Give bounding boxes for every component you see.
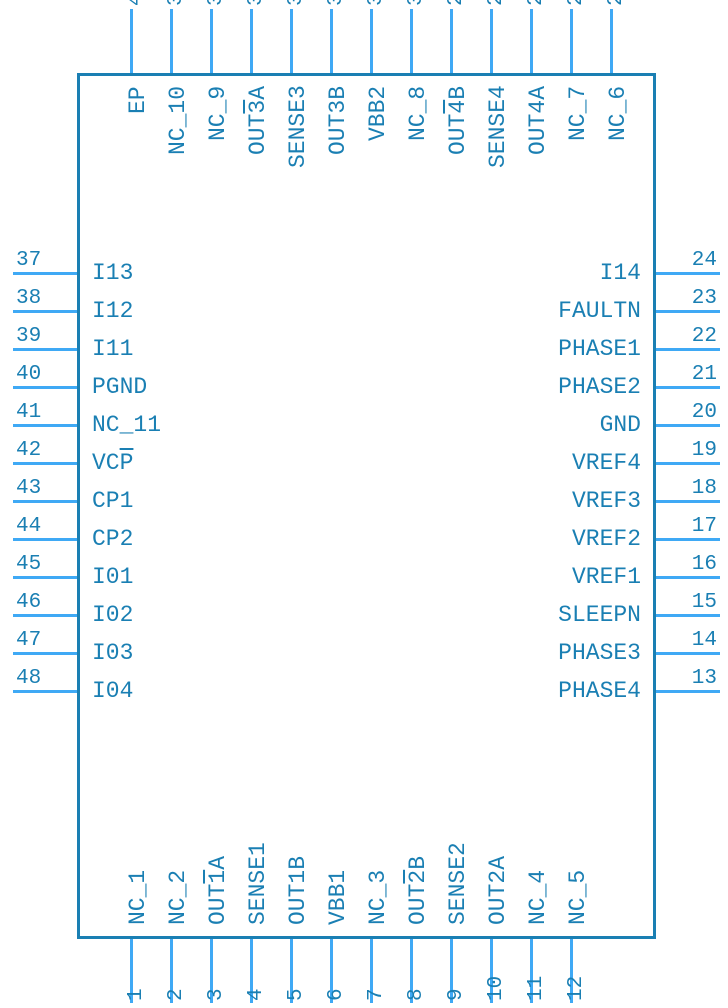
pin-name: I01 bbox=[92, 564, 133, 590]
pin-number: 46 bbox=[16, 591, 41, 614]
pin-name: NC_1 bbox=[125, 870, 151, 925]
pin-number: 45 bbox=[16, 553, 41, 576]
pin-name: NC_5 bbox=[565, 870, 591, 925]
pin-name: VREF2 bbox=[572, 526, 641, 552]
pin-number: 27 bbox=[525, 0, 548, 6]
pin-name: GND bbox=[600, 412, 641, 438]
pin-name: VREF4 bbox=[572, 450, 641, 476]
pin-number: 15 bbox=[692, 591, 717, 614]
pin-number: 39 bbox=[16, 325, 41, 348]
pin-number: 42 bbox=[16, 439, 41, 462]
pin-name: NC_10 bbox=[165, 85, 191, 154]
pin-number: 49 bbox=[125, 0, 148, 6]
pin-number: 19 bbox=[692, 439, 717, 462]
pin-name: I03 bbox=[92, 640, 133, 666]
pin-name: OUT1B bbox=[285, 856, 311, 925]
pin-name: SENSE4 bbox=[485, 85, 511, 168]
pin-name: OUT4B bbox=[445, 85, 471, 154]
pin-number: 40 bbox=[16, 363, 41, 386]
pin-name: PHASE2 bbox=[558, 374, 641, 400]
pin-number: 37 bbox=[16, 249, 41, 272]
pin-number: 33 bbox=[285, 0, 308, 6]
pin-number: 6 bbox=[325, 988, 348, 1001]
pin-number: 43 bbox=[16, 477, 41, 500]
pin-number: 18 bbox=[692, 477, 717, 500]
pin-number: 26 bbox=[565, 0, 588, 6]
pin-name: VBB1 bbox=[325, 870, 351, 925]
pin-name: VBB2 bbox=[365, 86, 391, 141]
pin-number: 1 bbox=[125, 988, 148, 1001]
pin-number: 12 bbox=[565, 976, 588, 1001]
pin-number: 14 bbox=[692, 629, 717, 652]
pin-number: 13 bbox=[692, 667, 717, 690]
pin-number: 23 bbox=[692, 287, 717, 310]
pin-number: 3 bbox=[205, 988, 228, 1001]
pin-name: I04 bbox=[92, 678, 133, 704]
pin-name: OUT2B bbox=[405, 856, 431, 925]
pin-number: 25 bbox=[605, 0, 628, 6]
pin-number: 2 bbox=[165, 988, 188, 1001]
pin-number: 7 bbox=[365, 988, 388, 1001]
pin-name: OUT3A bbox=[245, 85, 271, 154]
pin-name: NC_11 bbox=[92, 412, 161, 438]
pin-name: PGND bbox=[92, 374, 147, 400]
pin-name: I11 bbox=[92, 336, 133, 362]
pin-number: 28 bbox=[485, 0, 508, 6]
pin-number: 30 bbox=[405, 0, 428, 6]
pin-name: VREF1 bbox=[572, 564, 641, 590]
pin-name: NC_9 bbox=[205, 86, 231, 141]
pin-name: I12 bbox=[92, 298, 133, 324]
pin-name: SENSE3 bbox=[285, 85, 311, 168]
pin-name: NC_3 bbox=[365, 870, 391, 925]
pin-number: 24 bbox=[692, 249, 717, 272]
pin-number: 9 bbox=[445, 988, 468, 1001]
pin-number: 20 bbox=[692, 401, 717, 424]
pin-name: NC_7 bbox=[565, 86, 591, 141]
pin-name: PHASE1 bbox=[558, 336, 641, 362]
pin-name: NC_6 bbox=[605, 86, 631, 141]
pin-name: CP2 bbox=[92, 526, 133, 552]
pin-name: OUT1A bbox=[205, 856, 231, 925]
pin-name: VCP bbox=[92, 450, 133, 476]
pin-name: I14 bbox=[600, 260, 641, 286]
pin-name: CP1 bbox=[92, 488, 133, 514]
pin-number: 29 bbox=[445, 0, 468, 6]
pin-name: PHASE4 bbox=[558, 678, 641, 704]
pin-name: NC_4 bbox=[525, 870, 551, 925]
pin-number: 47 bbox=[16, 629, 41, 652]
pin-name: SLEEPN bbox=[558, 602, 641, 628]
pin-number: 44 bbox=[16, 515, 41, 538]
pin-number: 17 bbox=[692, 515, 717, 538]
pin-number: 36 bbox=[165, 0, 188, 6]
pin-number: 4 bbox=[245, 988, 268, 1001]
pin-name: OUT4A bbox=[525, 85, 551, 154]
pin-name: OUT2A bbox=[485, 856, 511, 925]
pin-name: VREF3 bbox=[572, 488, 641, 514]
pin-number: 11 bbox=[525, 976, 548, 1001]
pin-number: 5 bbox=[285, 988, 308, 1001]
pin-number: 35 bbox=[205, 0, 228, 6]
pin-name: FAULTN bbox=[558, 298, 641, 324]
pin-name: NC_2 bbox=[165, 870, 191, 925]
pin-number: 8 bbox=[405, 988, 428, 1001]
pin-number: 48 bbox=[16, 667, 41, 690]
pin-number: 38 bbox=[16, 287, 41, 310]
pin-name: SENSE1 bbox=[245, 842, 271, 925]
pin-number: 31 bbox=[365, 0, 388, 6]
pin-name: I02 bbox=[92, 602, 133, 628]
pin-number: 32 bbox=[325, 0, 348, 6]
pin-name: PHASE3 bbox=[558, 640, 641, 666]
pin-number: 34 bbox=[245, 0, 268, 6]
pin-number: 16 bbox=[692, 553, 717, 576]
pin-name: NC_8 bbox=[405, 86, 431, 141]
pin-name: SENSE2 bbox=[445, 842, 471, 925]
pin-number: 21 bbox=[692, 363, 717, 386]
pin-number: 22 bbox=[692, 325, 717, 348]
pin-name: OUT3B bbox=[325, 85, 351, 154]
pin-number: 10 bbox=[485, 976, 508, 1001]
pin-name: I13 bbox=[92, 260, 133, 286]
pin-name: EP bbox=[125, 86, 151, 114]
pin-number: 41 bbox=[16, 401, 41, 424]
